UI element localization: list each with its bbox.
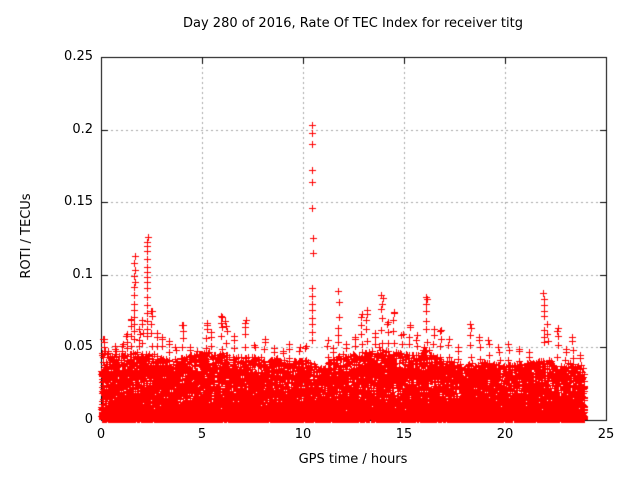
y-tick-label: 0.25 <box>64 49 93 64</box>
x-tick-label: 25 <box>597 427 615 442</box>
y-tick-label: 0.15 <box>64 194 93 210</box>
x-tick-label: 5 <box>197 427 207 442</box>
chart-title: Day 280 of 2016, Rate Of TEC Index for r… <box>183 16 523 31</box>
x-tick-label: 20 <box>496 427 514 442</box>
x-tick-label: 15 <box>395 427 413 442</box>
y-tick-label: 0.2 <box>72 121 93 137</box>
y-tick-label: 0.1 <box>72 266 93 282</box>
x-tick-label: 10 <box>294 427 312 442</box>
x-axis-label: GPS time / hours <box>298 452 408 467</box>
y-tick-label: 0.05 <box>64 339 93 355</box>
x-tick-label: 0 <box>96 427 106 442</box>
y-tick-label: 0 <box>84 412 93 427</box>
